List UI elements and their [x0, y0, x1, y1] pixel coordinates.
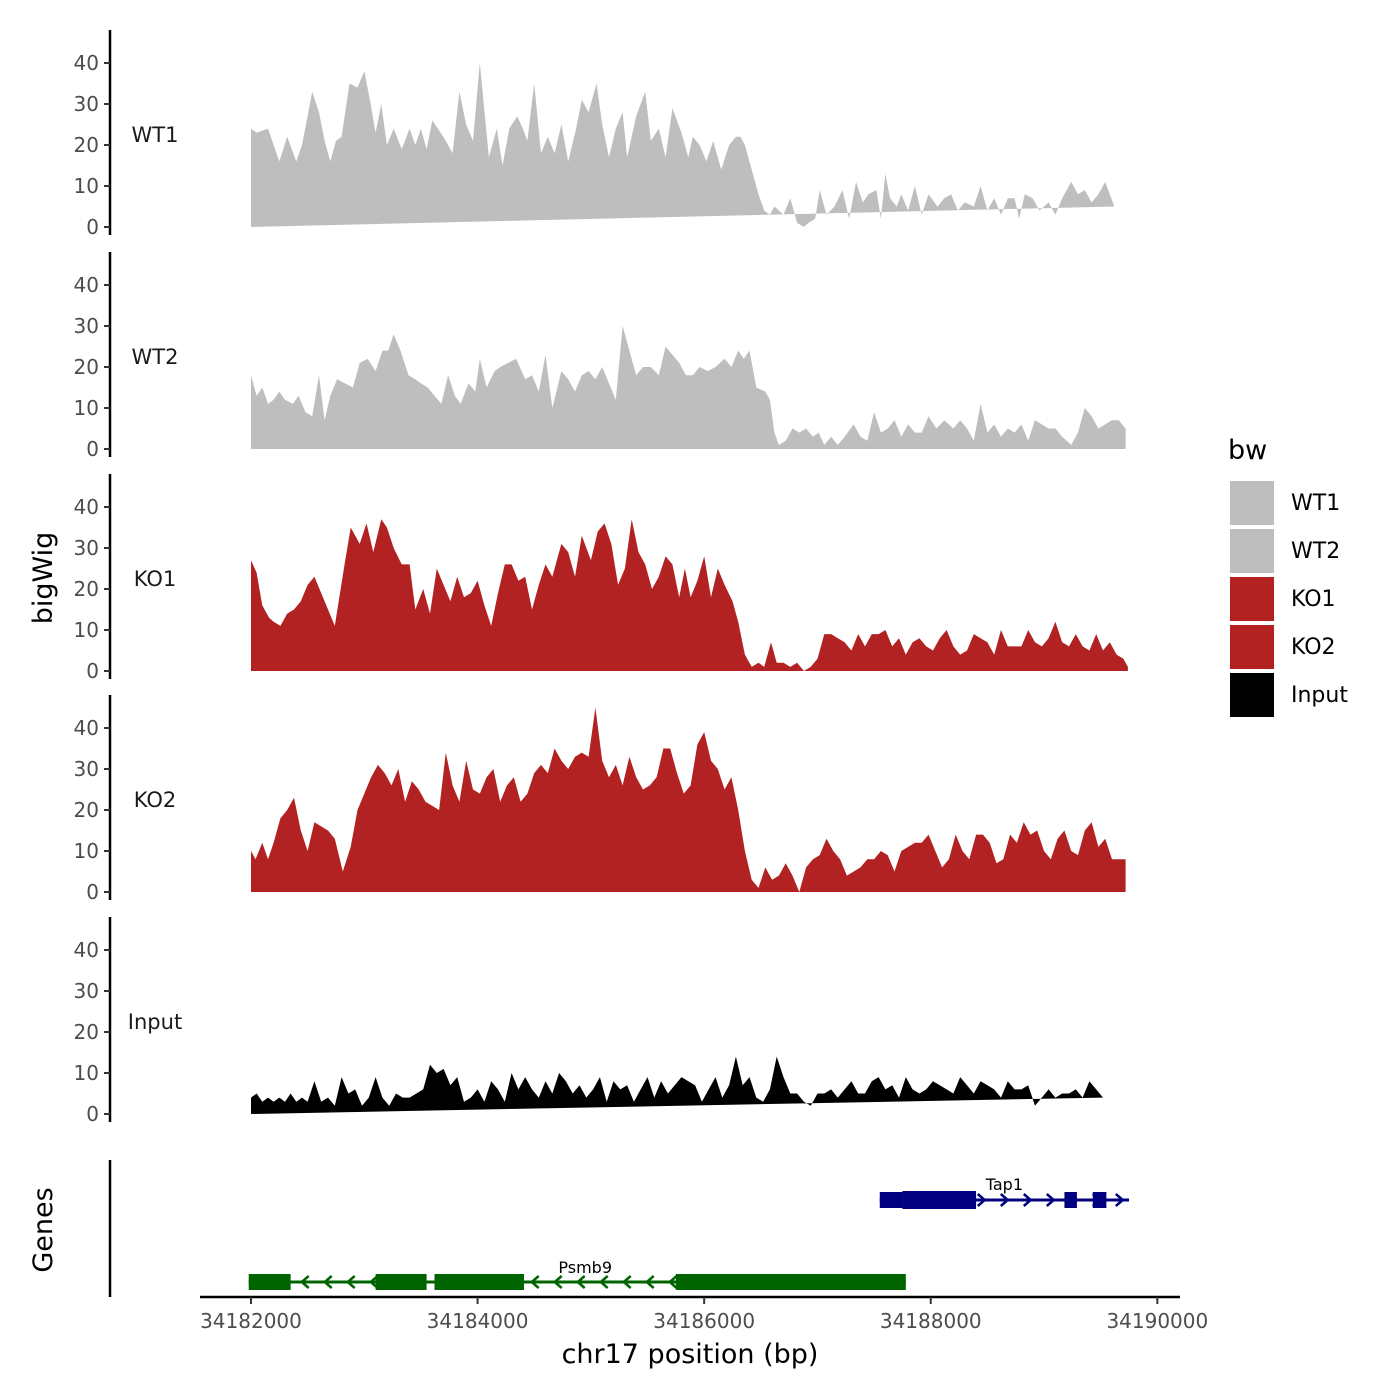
strand-chevron	[552, 1275, 563, 1289]
track-label-wt1: WT1	[132, 123, 179, 147]
x-tick-label: 34184000	[427, 1309, 529, 1333]
legend-entry-ko2: KO2	[1228, 623, 1336, 671]
track-area-ko2	[251, 707, 1126, 892]
track-label-wt2: WT2	[132, 345, 179, 369]
track-wt2: 0 10 20 30 40 WT2	[74, 252, 1126, 461]
strand-chevron	[644, 1275, 655, 1289]
strand-chevron	[299, 1275, 310, 1289]
strand-chevron	[976, 1193, 987, 1207]
strand-chevron	[1114, 1193, 1125, 1207]
y-tick-label: 0	[86, 437, 99, 461]
gene-label-psmb9: Psmb9	[558, 1258, 612, 1277]
y-tick-label: 10	[74, 174, 99, 198]
track-label-ko1: KO1	[134, 567, 177, 591]
gene-exon	[902, 1191, 977, 1209]
legend-label: WT1	[1291, 491, 1340, 516]
track-label-ko2: KO2	[134, 788, 177, 812]
strand-chevron	[575, 1275, 586, 1289]
strand-chevron	[598, 1275, 609, 1289]
legend-swatch	[1228, 527, 1276, 575]
strand-chevron	[529, 1275, 540, 1289]
legend-swatch	[1228, 623, 1276, 671]
y-tick-label: 20	[74, 355, 99, 379]
x-tick-label: 34186000	[653, 1309, 755, 1333]
y-tick-label: 30	[74, 979, 99, 1003]
strand-chevron	[322, 1275, 333, 1289]
tracks-layer: 0 10 20 30 40 WT1 0 10 20 30 40 WT2 0 10 20 30 40 KO1 0 10 2…	[74, 30, 1128, 1126]
y-tick-label: 30	[74, 92, 99, 116]
y-tick-label: 40	[74, 51, 99, 75]
y-tick-label: 0	[86, 1102, 99, 1126]
y-tick-label: 10	[74, 839, 99, 863]
strand-chevron	[345, 1275, 356, 1289]
x-axis: 34182000 34184000 34186000 34188000 34190000	[200, 1295, 1208, 1333]
y-tick-label: 30	[74, 314, 99, 338]
x-tick-label: 34182000	[200, 1309, 302, 1333]
legend-label: WT2	[1291, 539, 1340, 564]
gene-exon	[1092, 1192, 1107, 1208]
y-tick-label: 40	[74, 938, 99, 962]
legend-label: KO1	[1291, 587, 1336, 612]
y-tick-label: 30	[74, 536, 99, 560]
x-axis-title: chr17 position (bp)	[562, 1339, 819, 1370]
legend-swatch	[1228, 671, 1276, 719]
track-ko2: 0 10 20 30 40 KO2	[74, 695, 1126, 904]
strand-chevron	[368, 1275, 379, 1289]
legend-entry-ko1: KO1	[1228, 575, 1336, 623]
legend-swatch	[1228, 479, 1276, 527]
legend-swatch	[1228, 575, 1276, 623]
legend-entry-wt2: WT2	[1228, 527, 1340, 575]
track-input: 0 10 20 30 40 Input	[74, 917, 1103, 1126]
gene-exon	[375, 1274, 427, 1290]
y-tick-label: 0	[86, 215, 99, 239]
gene-exon	[879, 1192, 903, 1208]
legend: bw WT1 WT2 KO1 KO2 Input	[1228, 435, 1348, 719]
y-tick-label: 20	[74, 133, 99, 157]
y-tick-label: 10	[74, 1061, 99, 1085]
track-area-wt2	[251, 326, 1126, 449]
y-tick-label: 40	[74, 495, 99, 519]
track-area-ko1	[251, 519, 1128, 671]
legend-label: KO2	[1291, 635, 1336, 660]
x-tick-label: 34190000	[1106, 1309, 1208, 1333]
y-tick-label: 40	[74, 716, 99, 740]
y-tick-label: 20	[74, 798, 99, 822]
strand-chevron	[667, 1275, 678, 1289]
legend-title: bw	[1228, 435, 1267, 466]
y-tick-label: 40	[74, 273, 99, 297]
track-area-input	[251, 1056, 1103, 1114]
gene-exon	[1064, 1192, 1077, 1208]
gene-label-tap1: Tap1	[985, 1175, 1023, 1194]
gene-tap1: Tap1	[879, 1175, 1130, 1209]
genes-layer: Tap1 Psmb9	[108, 1160, 1130, 1297]
y-tick-label: 10	[74, 618, 99, 642]
strand-chevron	[1045, 1193, 1056, 1207]
strand-chevron	[1022, 1193, 1033, 1207]
y-tick-label: 20	[74, 1020, 99, 1044]
y-tick-label: 0	[86, 659, 99, 683]
legend-label: Input	[1291, 683, 1348, 708]
track-area-wt1	[251, 63, 1115, 227]
track-label-input: Input	[128, 1010, 182, 1034]
gene-psmb9: Psmb9	[248, 1258, 906, 1290]
y-axis-title: bigWig	[28, 532, 59, 625]
strand-chevron	[999, 1193, 1010, 1207]
legend-entry-wt1: WT1	[1228, 479, 1340, 527]
gene-exon	[434, 1274, 525, 1290]
track-wt1: 0 10 20 30 40 WT1	[74, 30, 1115, 239]
strand-chevron	[621, 1275, 632, 1289]
legend-entry-input: Input	[1228, 671, 1348, 719]
y-tick-label: 10	[74, 396, 99, 420]
genes-axis-title: Genes	[28, 1187, 59, 1272]
gene-exon	[675, 1274, 906, 1290]
y-tick-label: 0	[86, 880, 99, 904]
gene-exon	[248, 1274, 291, 1290]
x-tick-label: 34188000	[880, 1309, 982, 1333]
y-tick-label: 20	[74, 577, 99, 601]
y-tick-label: 30	[74, 757, 99, 781]
track-ko1: 0 10 20 30 40 KO1	[74, 474, 1128, 683]
